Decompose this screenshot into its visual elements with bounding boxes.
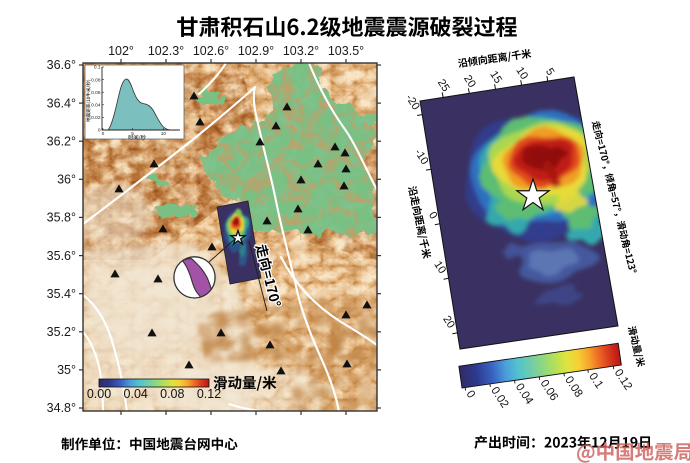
svg-text:10: 10 bbox=[513, 65, 530, 82]
svg-text:0.02: 0.02 bbox=[91, 115, 101, 121]
svg-text:0.12: 0.12 bbox=[197, 387, 221, 401]
svg-text:0: 0 bbox=[98, 128, 101, 134]
svg-text:0.1: 0.1 bbox=[94, 65, 101, 71]
svg-text:25: 25 bbox=[435, 77, 452, 94]
svg-text:102.6°: 102.6° bbox=[193, 44, 229, 58]
svg-text:35.8°: 35.8° bbox=[47, 211, 76, 225]
svg-text:34.8°: 34.8° bbox=[47, 401, 76, 415]
svg-text:15: 15 bbox=[487, 69, 504, 86]
svg-text:0.04: 0.04 bbox=[91, 103, 101, 109]
svg-text:35.6°: 35.6° bbox=[47, 249, 76, 263]
svg-text:102°: 102° bbox=[108, 44, 134, 58]
svg-text:0.08: 0.08 bbox=[160, 387, 184, 401]
svg-text:35.4°: 35.4° bbox=[47, 287, 76, 301]
svg-text:102.9°: 102.9° bbox=[238, 44, 274, 58]
svg-text:103.2°: 103.2° bbox=[283, 44, 319, 58]
svg-text:0.04: 0.04 bbox=[124, 387, 148, 401]
svg-text:36.4°: 36.4° bbox=[47, 96, 76, 110]
svg-text:0.00: 0.00 bbox=[87, 387, 111, 401]
svg-text:20: 20 bbox=[440, 314, 457, 331]
svg-text:5: 5 bbox=[543, 66, 556, 78]
svg-text:0.06: 0.06 bbox=[91, 90, 101, 96]
svg-text:10: 10 bbox=[431, 259, 448, 276]
svg-text:0: 0 bbox=[102, 131, 105, 137]
svg-text:36.6°: 36.6° bbox=[47, 58, 76, 72]
svg-text:36.2°: 36.2° bbox=[47, 134, 76, 148]
svg-text:35°: 35° bbox=[57, 363, 76, 377]
svg-text:0: 0 bbox=[464, 389, 478, 401]
svg-text:0: 0 bbox=[426, 210, 439, 222]
svg-text:10: 10 bbox=[161, 131, 167, 137]
svg-text:5: 5 bbox=[131, 131, 134, 137]
svg-text:35.2°: 35.2° bbox=[47, 325, 76, 339]
svg-text:20: 20 bbox=[461, 73, 478, 90]
svg-text:0.08: 0.08 bbox=[91, 77, 101, 83]
svg-text:103.5°: 103.5° bbox=[328, 44, 364, 58]
svg-text:36°: 36° bbox=[57, 173, 76, 187]
svg-text:102.3°: 102.3° bbox=[148, 44, 184, 58]
